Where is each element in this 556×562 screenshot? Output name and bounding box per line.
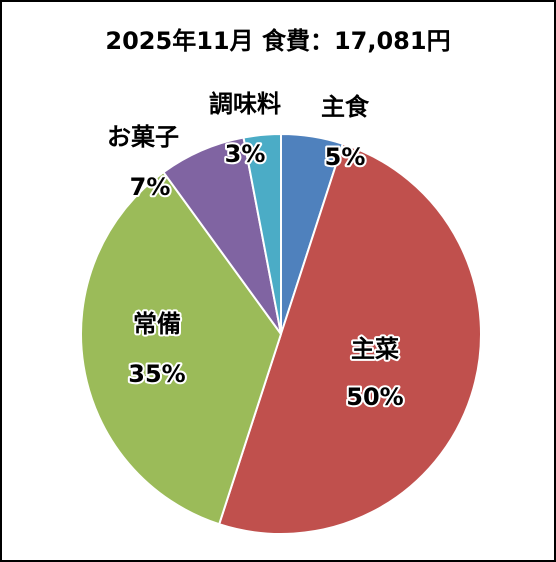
- slice-category-label: 主菜: [351, 335, 399, 363]
- slice-value-label: 50%: [346, 383, 403, 411]
- pie-slice: [242, 132, 282, 335]
- pie-slice: [217, 142, 483, 536]
- pie: [80, 132, 483, 536]
- slice-category-label: 主食: [321, 93, 370, 121]
- slice-value-label: 5%: [325, 143, 366, 171]
- labels: 主食 5% 主菜 50% 常備 35% お菓子 7% 調味料 3%: [105, 88, 406, 413]
- slice-category-label: 常備: [133, 310, 181, 338]
- slice-value-label: 7%: [130, 173, 171, 201]
- slice-value-label: 3%: [225, 140, 266, 168]
- pie-slice: [80, 170, 283, 526]
- chart-title: 2025年11月 食費：17,081円: [105, 27, 450, 55]
- slice-value-label: 35%: [128, 360, 185, 388]
- slice-category-label: お菓子: [107, 123, 179, 151]
- slice-category-label: 調味料: [209, 90, 281, 118]
